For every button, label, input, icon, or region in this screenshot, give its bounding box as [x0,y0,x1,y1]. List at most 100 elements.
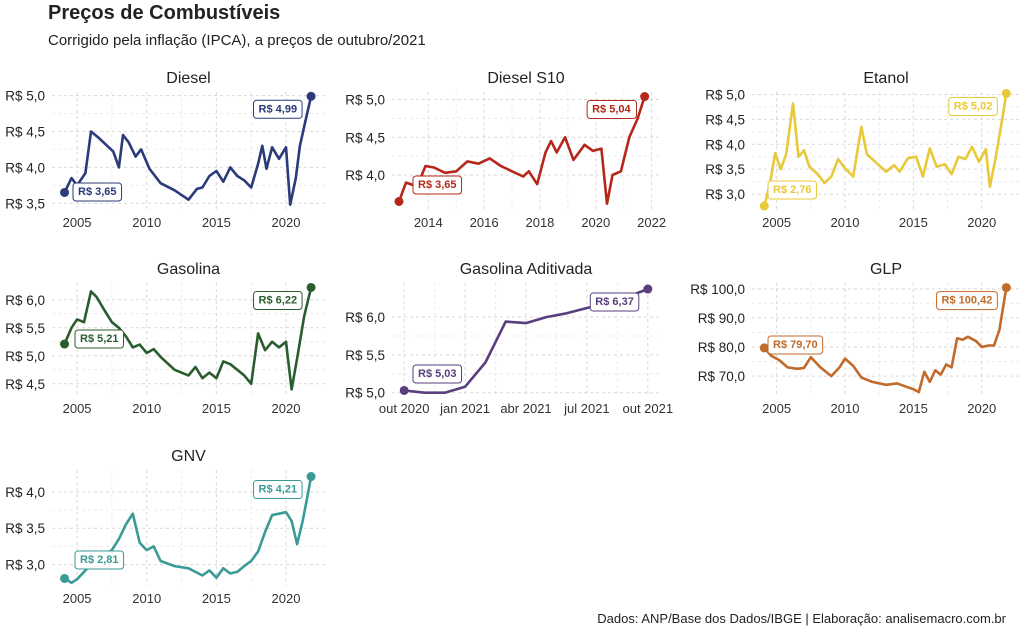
x-tick-label: out 2020 [379,401,430,416]
chart-panel-4: 2005 2010 2015 2020 R$ 4,5 R$ 5,0 R$ 5,5 R$ 6,0… [5,261,325,416]
y-tick-label: R$ 5,0 [705,87,745,102]
end-value-label-text: R$ 5,02 [954,100,993,112]
y-tick-label: R$ 3,5 [5,521,45,536]
start-value-label-text: R$ 2,81 [80,554,119,566]
end-value-label-text: R$ 4,21 [259,484,298,496]
chart-panel-2: 2014 2016 2018 2020 2022 R$ 4,0 R$ 4,5 R$ 5,0 Di… [345,70,666,230]
chart-panel-5: out 2020 jan 2021 abr 2021 jul 2021 out 2021… [345,261,673,416]
start-point [60,339,70,349]
x-tick-label: 2010 [132,401,161,416]
y-tick-label: R$ 3,0 [705,187,745,202]
source-caption: Dados: ANP/Base dos Dados/IBGE | Elabora… [597,611,1006,626]
chart-title: GLP [870,261,902,278]
x-tick-label: 2015 [899,401,928,416]
series-line [763,286,1008,394]
start-value-label-box [74,550,125,570]
x-tick-label: 2010 [132,591,161,606]
start-point [394,196,404,206]
page-subtitle: Corrigido pela inflação (IPCA), a preços… [48,32,426,49]
start-point [759,343,769,353]
end-point [1001,283,1011,293]
end-value-label-text: R$ 6,37 [595,296,634,308]
x-tick-label: 2005 [762,215,791,230]
end-value-label-text: R$ 5,04 [592,104,631,116]
start-value-label-text: R$ 5,21 [80,333,119,345]
x-tick-label: 2020 [581,215,610,230]
start-point [60,187,70,197]
x-tick-label: 2005 [63,215,92,230]
x-tick-label: 2022 [637,215,666,230]
start-point [759,201,769,211]
y-tick-label: R$ 3,5 [705,162,745,177]
series-line [397,95,646,205]
end-point [643,284,653,294]
x-tick-label: 2016 [470,215,499,230]
start-value-label-box [767,335,824,355]
chart-panel-6: 2005 2010 2015 2020 R$ 70,0 R$ 80,0 R$ 90,0 R$ … [690,261,1020,416]
y-tick-label: R$ 3,5 [5,196,45,211]
y-tick-label: R$ 5,0 [345,93,385,108]
x-tick-label: 2010 [831,401,860,416]
start-point [399,385,409,395]
x-tick-label: 2020 [272,591,301,606]
x-tick-label: jul 2021 [563,401,610,416]
y-tick-label: R$ 5,5 [345,348,385,363]
x-tick-label: 2020 [967,401,996,416]
start-point [60,573,70,583]
y-tick-label: R$ 4,0 [5,485,45,500]
y-tick-label: R$ 4,0 [345,168,385,183]
end-value-label-text: R$ 100,42 [942,295,993,307]
end-point [306,91,316,101]
x-tick-label: 2010 [831,215,860,230]
y-tick-label: R$ 6,0 [5,293,45,308]
y-tick-label: R$ 5,0 [345,386,385,401]
start-value-label-box [767,180,818,200]
x-tick-label: 2020 [272,401,301,416]
end-point [306,282,316,292]
end-value-label-box [586,100,638,120]
start-value-label-box [74,329,125,349]
end-point [306,472,316,482]
chart-title: Etanol [863,70,908,87]
y-tick-label: R$ 4,0 [5,160,45,175]
end-value-label-box [253,290,303,310]
y-tick-label: R$ 3,0 [5,558,45,573]
y-tick-label: R$ 5,0 [5,349,45,364]
end-point [1001,88,1011,98]
end-value-label-box [253,480,303,500]
chart-title: GNV [171,448,206,465]
chart-title: Gasolina Aditivada [460,261,593,278]
x-tick-label: 2015 [899,215,928,230]
y-tick-label: R$ 4,5 [5,377,45,392]
x-tick-label: 2020 [967,215,996,230]
chart-panel-7: 2005 2010 2015 2020 R$ 3,0 R$ 3,5 R$ 4,0 GNV R$ … [5,448,325,606]
y-tick-label: R$ 4,5 [5,124,45,139]
x-tick-label: jan 2021 [439,401,490,416]
start-value-label-box [412,175,463,195]
y-tick-label: R$ 6,0 [345,310,385,325]
y-tick-label: R$ 4,5 [705,112,745,127]
start-value-label-box [72,182,123,202]
x-tick-label: abr 2021 [500,401,551,416]
page-title: Preços de Combustíveis [48,2,281,24]
y-tick-label: R$ 5,5 [5,321,45,336]
x-tick-label: 2010 [132,215,161,230]
series-line [763,92,1008,208]
x-tick-label: 2005 [762,401,791,416]
start-value-label-text: R$ 79,70 [773,339,818,351]
y-tick-label: R$ 70,0 [698,369,745,384]
series-line [63,286,313,391]
end-value-label-text: R$ 6,22 [259,294,298,306]
y-tick-label: R$ 4,5 [345,130,385,145]
x-tick-label: 2015 [202,401,231,416]
chart-panel-3: 2005 2010 2015 2020 R$ 3,0 R$ 3,5 R$ 4,0 R$ 4,5… [705,70,1020,230]
start-value-label-box [412,364,463,384]
y-tick-label: R$ 100,0 [690,282,745,297]
x-tick-label: 2015 [202,591,231,606]
x-tick-label: 2014 [414,215,443,230]
end-value-label-box [936,291,998,311]
end-value-label-box [948,96,998,116]
x-tick-label: 2018 [525,215,554,230]
y-tick-label: R$ 80,0 [698,340,745,355]
